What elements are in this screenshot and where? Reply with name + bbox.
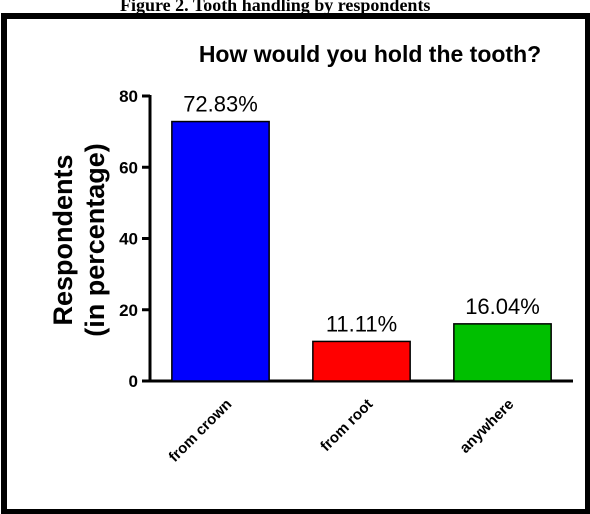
chart-title: How would you hold the tooth?	[199, 41, 541, 67]
bar-data-label: 72.83%	[183, 92, 258, 117]
bar	[171, 120, 270, 382]
bar-data-label: 11.11%	[326, 311, 397, 336]
data-labels: 72.83% 11.11% 16.04%	[183, 92, 540, 337]
y-tick-label: 40	[119, 230, 138, 249]
figure-caption: Figure 2. Tooth handling by respondents	[120, 0, 430, 15]
bar	[312, 340, 411, 382]
y-axis-ticks: 0 20 40 60 80	[119, 87, 150, 391]
y-tick-label: 80	[119, 87, 138, 106]
y-axis-label: Respondents (in percentage)	[48, 143, 110, 337]
y-axis-label-line-2: (in percentage)	[80, 143, 110, 337]
y-tick-label: 60	[119, 158, 138, 177]
bar	[453, 323, 552, 382]
bar-series	[171, 120, 552, 382]
y-tick-label: 0	[129, 372, 138, 391]
y-tick-label: 20	[119, 301, 138, 320]
figure-frame	[1, 13, 590, 514]
y-axis-label-line-1: Respondents	[48, 154, 78, 325]
bar-data-label: 16.04%	[465, 294, 540, 319]
